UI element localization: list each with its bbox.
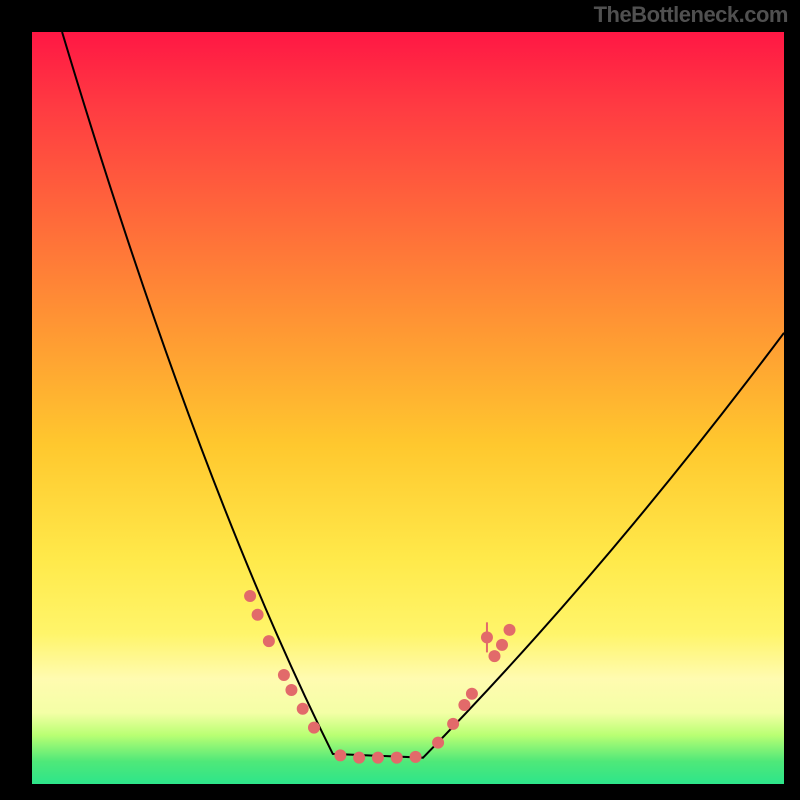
curve-marker [244, 590, 256, 602]
curve-marker [391, 752, 403, 764]
curve-marker [481, 631, 493, 643]
curve-marker [504, 624, 516, 636]
curve-marker [278, 669, 290, 681]
watermark-text: TheBottleneck.com [594, 2, 788, 28]
curve-marker [308, 722, 320, 734]
curve-marker [432, 737, 444, 749]
curve-marker [458, 699, 470, 711]
curve-marker [410, 751, 422, 763]
curve-marker [285, 684, 297, 696]
curve-marker [353, 752, 365, 764]
bottleneck-curve [62, 32, 784, 758]
curve-marker [488, 650, 500, 662]
curve-marker [496, 639, 508, 651]
curve-marker [466, 688, 478, 700]
curve-marker [372, 752, 384, 764]
curve-marker [297, 703, 309, 715]
curve-marker [263, 635, 275, 647]
curve-marker [334, 749, 346, 761]
curve-marker [252, 609, 264, 621]
bottleneck-curve-chart [0, 0, 800, 800]
curve-marker [447, 718, 459, 730]
